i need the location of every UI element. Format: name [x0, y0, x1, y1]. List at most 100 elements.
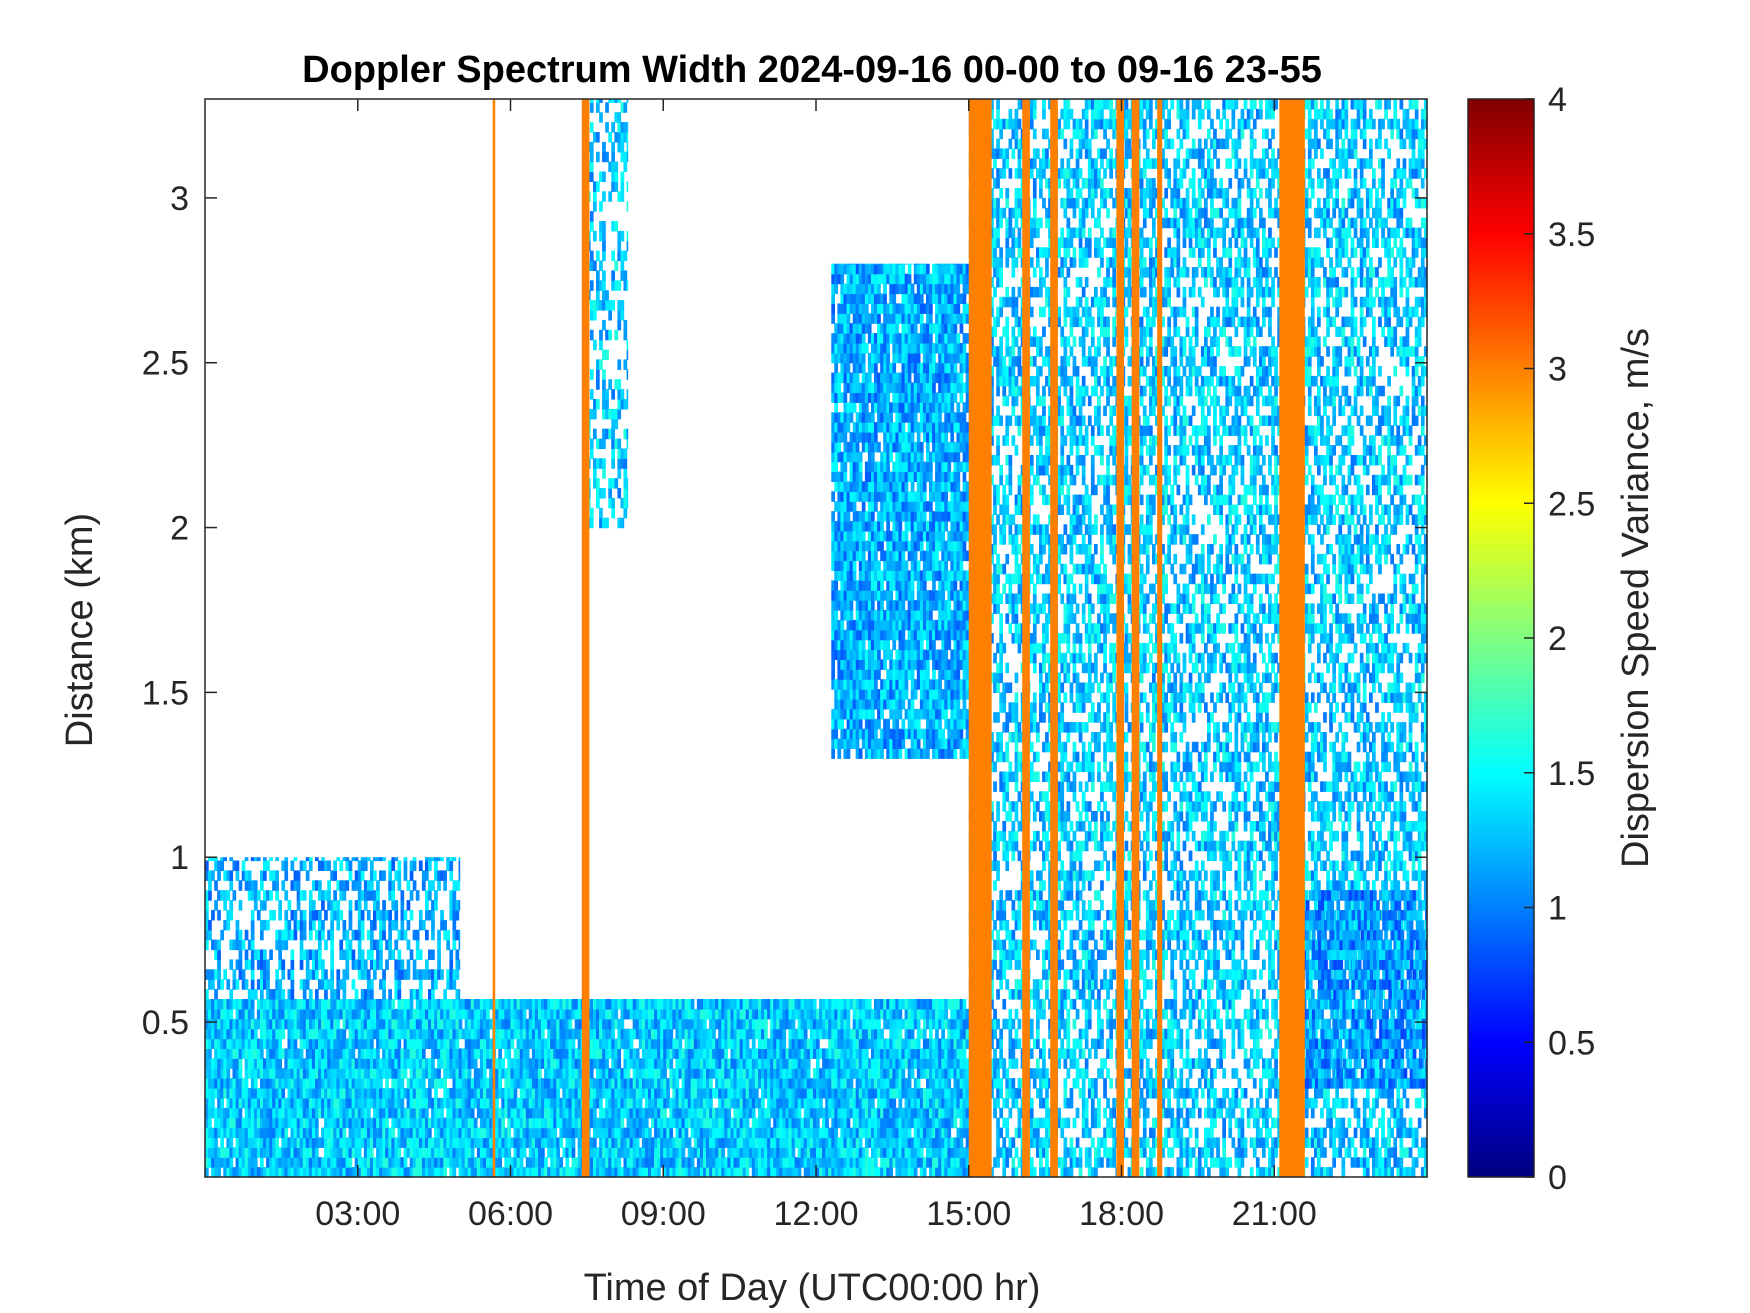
- heatmap-cell: [275, 857, 279, 862]
- heatmap-cell: [348, 1018, 353, 1030]
- heatmap-cell: [602, 1008, 606, 1020]
- heatmap-cell: [446, 979, 450, 990]
- heatmap-cell: [519, 1157, 524, 1168]
- heatmap-cell: [470, 1078, 475, 1089]
- heatmap-cell: [208, 1008, 212, 1020]
- heatmap-cell: [840, 1048, 845, 1059]
- heatmap-cell: [953, 1157, 958, 1168]
- heatmap-cell: [831, 1117, 835, 1129]
- heatmap-cell: [525, 1157, 530, 1168]
- heatmap-cell: [745, 1117, 750, 1129]
- heatmap-cell: [281, 989, 286, 1000]
- heatmap-cell: [321, 999, 325, 1010]
- heatmap-cell: [452, 1127, 457, 1139]
- heatmap-cell: [635, 1058, 640, 1069]
- heatmap-cell: [281, 1117, 286, 1129]
- heatmap-cell: [690, 1127, 695, 1139]
- heatmap-cell: [421, 969, 426, 980]
- heatmap-cell: [263, 1008, 267, 1020]
- heatmap-cell: [391, 949, 396, 960]
- heatmap-cell: [663, 1127, 667, 1139]
- heatmap-cell: [336, 857, 341, 862]
- heatmap-cell: [812, 1127, 817, 1139]
- heatmap-cell: [867, 1088, 872, 1099]
- heatmap-cell: [657, 1038, 661, 1049]
- heatmap-cell: [684, 1107, 689, 1119]
- heatmap-cell: [260, 999, 264, 1010]
- heatmap-cell: [324, 1038, 328, 1049]
- heatmap-cell: [403, 1088, 408, 1099]
- heatmap-cell: [672, 1088, 677, 1099]
- heatmap-cell: [266, 1097, 270, 1109]
- heatmap-cell: [806, 1088, 811, 1099]
- heatmap-cell: [935, 1058, 939, 1069]
- heatmap-cell: [464, 1008, 469, 1020]
- heatmap-cell: [464, 1028, 469, 1040]
- heatmap-cell: [675, 1078, 680, 1089]
- heatmap-cell: [311, 1008, 316, 1020]
- heatmap-cell: [382, 979, 386, 990]
- heatmap-cell: [782, 999, 787, 1010]
- heatmap-cell: [531, 1028, 536, 1040]
- heatmap-cell: [208, 1097, 212, 1109]
- heatmap-cell: [871, 1028, 875, 1040]
- heatmap-cell: [785, 1157, 790, 1168]
- heatmap-cell: [947, 1088, 952, 1099]
- heatmap-cell: [452, 900, 457, 911]
- heatmap-cell: [684, 999, 689, 1010]
- heatmap-cell: [773, 1097, 777, 1109]
- heatmap-cell: [764, 1028, 768, 1040]
- heatmap-cell: [657, 1167, 661, 1178]
- heatmap-cell: [629, 1038, 634, 1049]
- heatmap-cell: [516, 1068, 521, 1079]
- heatmap-cell: [834, 619, 838, 631]
- heatmap-cell: [696, 1157, 701, 1168]
- heatmap-cell: [559, 1127, 564, 1139]
- heatmap-cell: [858, 1078, 863, 1089]
- heatmap-cell: [275, 929, 279, 941]
- heatmap-cell: [794, 1088, 799, 1099]
- heatmap-cell: [880, 1127, 884, 1139]
- heatmap-cell: [467, 1058, 472, 1069]
- heatmap-cell: [339, 1137, 344, 1148]
- heatmap-cell: [812, 1068, 817, 1079]
- heatmap-cell: [706, 1147, 710, 1158]
- heatmap-cell: [278, 959, 282, 970]
- heatmap-cell: [415, 949, 420, 960]
- heatmap-cell: [305, 1127, 310, 1139]
- heatmap-cell: [363, 1018, 368, 1030]
- heatmap-cell: [706, 1117, 710, 1129]
- heatmap-cell: [296, 1028, 301, 1040]
- heatmap-cell: [617, 1088, 622, 1099]
- heatmap-cell: [764, 1147, 768, 1158]
- heatmap-cell: [247, 1028, 252, 1040]
- heatmap-cell: [253, 1018, 258, 1030]
- heatmap-cell: [895, 1117, 900, 1129]
- heatmap-cell: [305, 1117, 310, 1129]
- heatmap-cell: [577, 1048, 582, 1059]
- heatmap-cell: [941, 1058, 945, 1069]
- heatmap-cell: [660, 1038, 664, 1049]
- heatmap-cell: [510, 1117, 515, 1129]
- heatmap-cell: [742, 999, 747, 1010]
- heatmap-cell: [208, 1058, 212, 1069]
- heatmap-cell: [428, 910, 432, 921]
- heatmap-cell: [388, 870, 392, 881]
- heatmap-cell: [293, 1167, 298, 1178]
- heatmap-cell: [611, 1088, 615, 1099]
- heatmap-cell: [932, 1147, 936, 1158]
- heatmap-cell: [929, 1127, 933, 1139]
- heatmap-cell: [446, 1137, 450, 1148]
- heatmap-cell: [858, 999, 863, 1010]
- heatmap-cell: [275, 1127, 279, 1139]
- heatmap-cell: [871, 1137, 875, 1148]
- heatmap-cell: [681, 1058, 686, 1069]
- heatmap-cell: [266, 969, 270, 980]
- heatmap-cell: [205, 939, 209, 951]
- heatmap-cell: [831, 343, 835, 354]
- heatmap-cell: [376, 1068, 380, 1079]
- heatmap-cell: [473, 1088, 478, 1099]
- heatmap-cell: [479, 1068, 484, 1079]
- heatmap-cell: [880, 1028, 884, 1040]
- heatmap-cell: [690, 1078, 695, 1089]
